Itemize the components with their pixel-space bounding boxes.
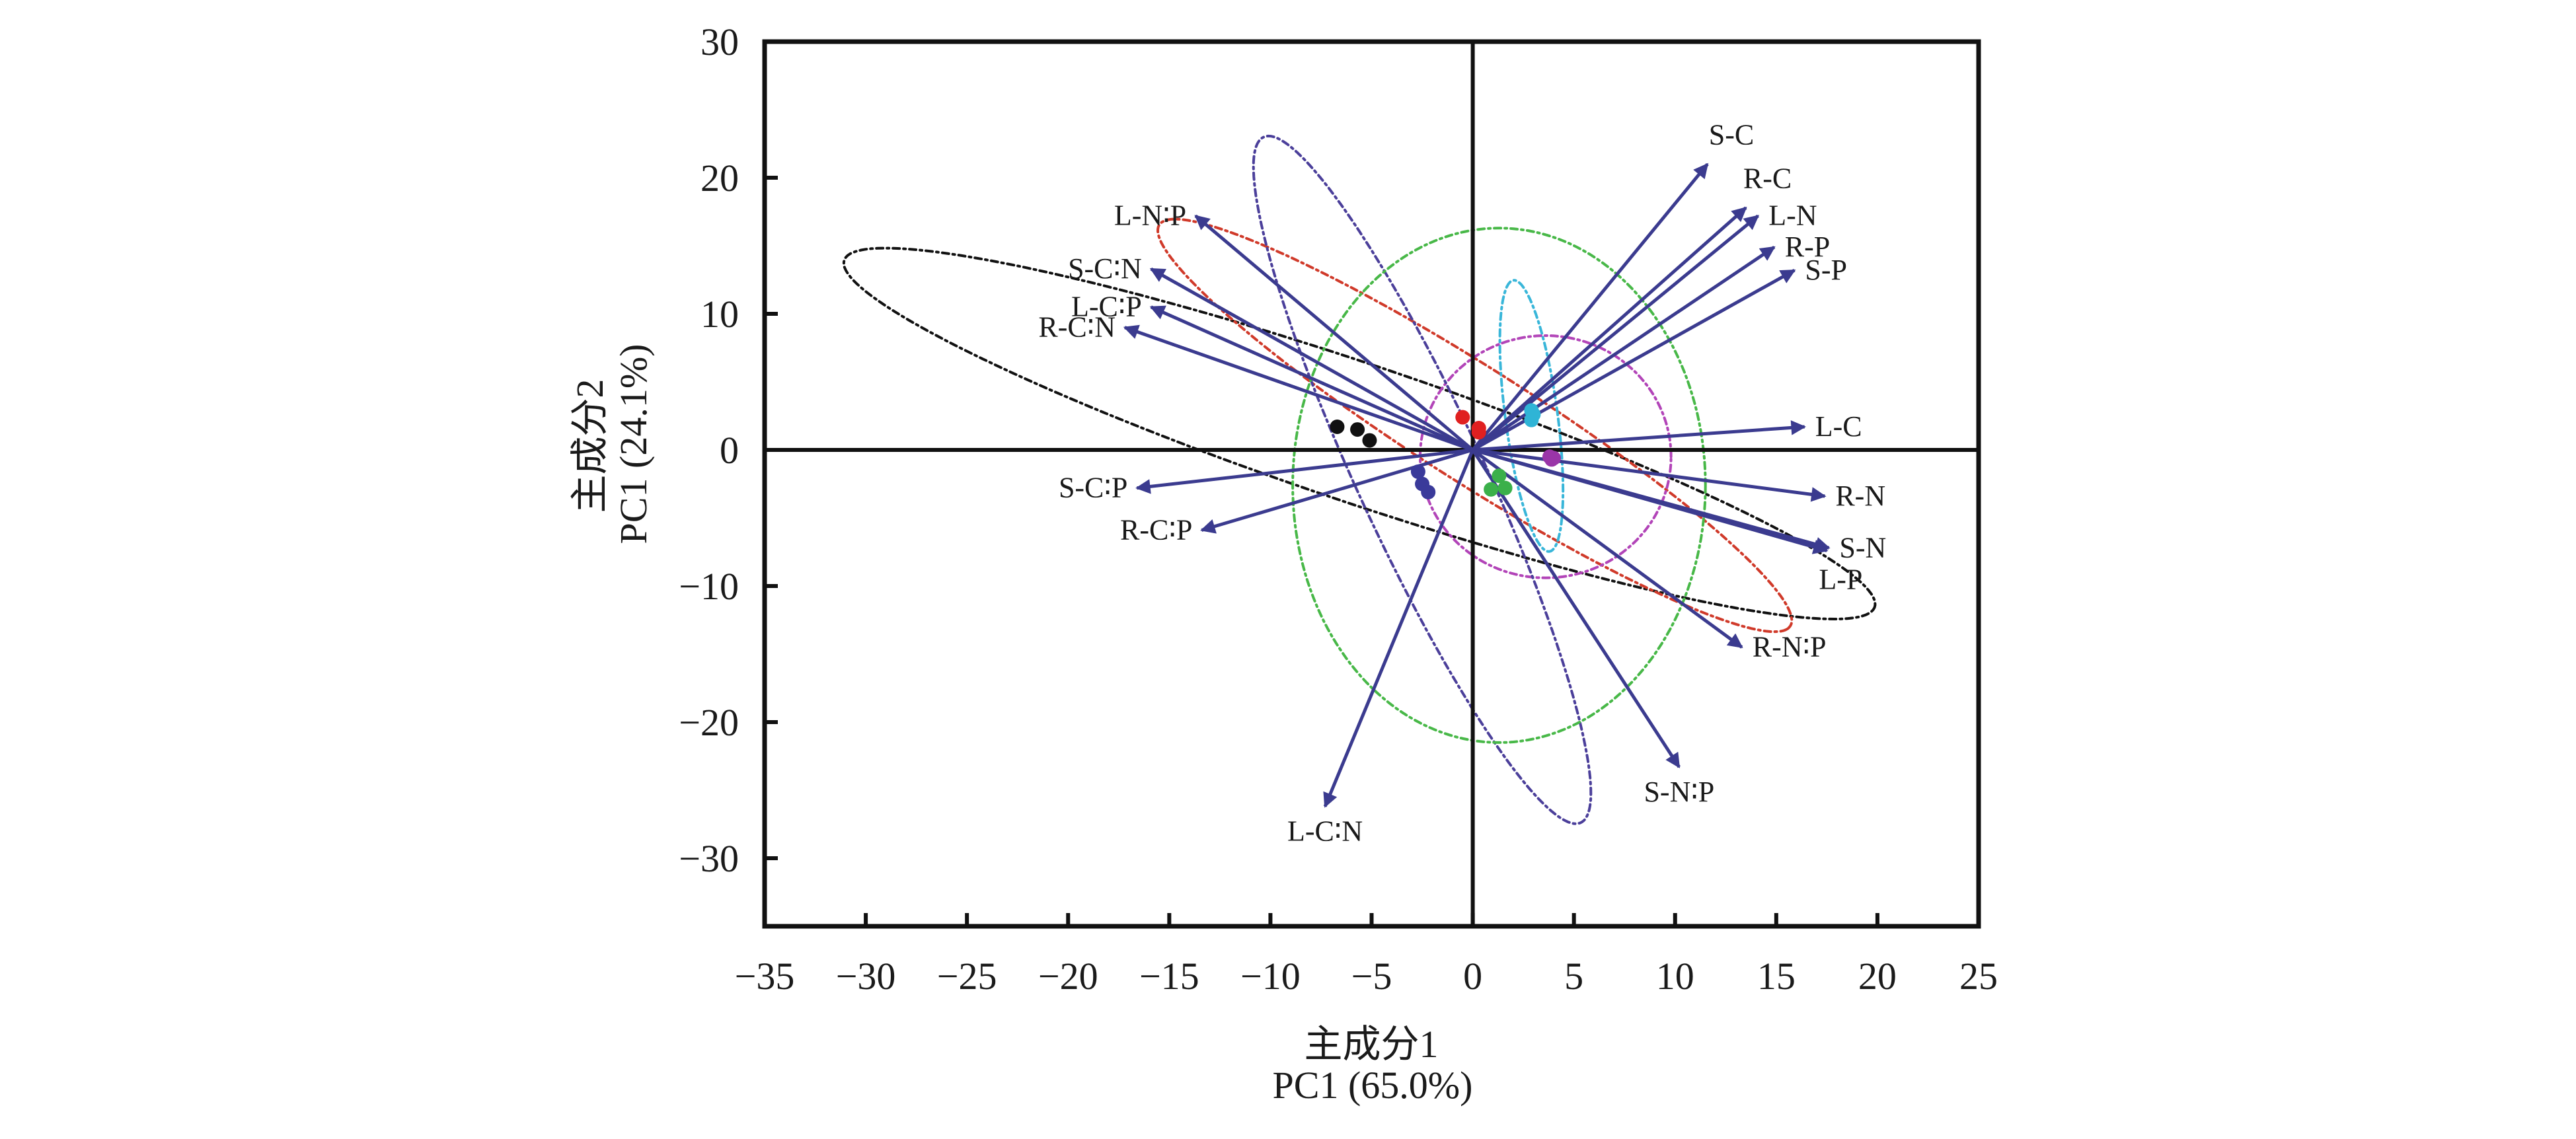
group-green-point (1484, 482, 1499, 497)
x-axis-title-cn: 主成分1 (1304, 1023, 1438, 1066)
loading-label: L-C∶N (1287, 815, 1363, 848)
group-blue-point (1421, 484, 1436, 499)
loading-label: S-P (1805, 254, 1847, 286)
x-tick-label: 20 (1858, 955, 1897, 998)
x-tick-label: 10 (1656, 955, 1694, 998)
loading-label: S-N∶P (1644, 776, 1714, 808)
loading-label: S-C∶P (1059, 472, 1127, 504)
loading-arrow (1200, 448, 1474, 534)
loading-label: L-C∶P (1071, 291, 1142, 323)
x-tick-label: −30 (836, 955, 896, 998)
group-black-point (1350, 422, 1365, 437)
y-tick-label: −30 (679, 837, 739, 880)
loading-arrow (1471, 206, 1747, 451)
loading-label: S-C∶N (1068, 252, 1142, 285)
y-tick-label: 20 (701, 157, 739, 200)
group-black-point (1330, 419, 1345, 434)
group-red-point (1455, 410, 1470, 425)
y-axis-title: PC1 (24.1%) (612, 344, 655, 544)
group-green-point (1497, 480, 1513, 496)
y-tick-label: 0 (720, 429, 739, 472)
loading-arrow (1471, 163, 1709, 451)
loading-arrow (1472, 448, 1829, 554)
loading-arrow (1149, 305, 1474, 452)
loading-label: R-C∶P (1120, 514, 1192, 546)
group-black-ellipse (842, 246, 1877, 621)
group-green-ellipse (1291, 227, 1707, 744)
group-blue-ellipse (1252, 134, 1593, 825)
x-tick-label: −25 (937, 955, 997, 998)
loading-arrow (1472, 448, 1827, 502)
x-tick-label: −20 (1038, 955, 1098, 998)
group-purple-point (1542, 449, 1557, 464)
loading-arrow (1471, 449, 1681, 768)
loading-label: S-N (1839, 531, 1886, 564)
loading-arrow (1149, 267, 1474, 452)
loading-label: L-N∶P (1114, 200, 1186, 232)
x-tick-label: 25 (1959, 955, 1998, 998)
x-tick-label: 0 (1463, 955, 1482, 998)
loading-arrows: S-C R-C L-NR-PS-P L-C R-N S-NL-P R-N∶P S-N∶P L-C… (1038, 118, 1886, 847)
y-tick-label: 30 (701, 20, 739, 63)
loading-arrow (1472, 420, 1806, 452)
loading-label: S-C (1709, 118, 1754, 151)
loading-arrow (1472, 448, 1743, 649)
loading-label: R-C (1743, 162, 1792, 194)
plot-area: S-C R-C L-NR-PS-P L-C R-N S-NL-P R-N∶P S-N∶P L-C… (679, 20, 1998, 998)
y-axis-title-cn: 主成分2 (568, 379, 611, 513)
loading-label: R-P (1785, 231, 1830, 263)
group-cyan-ellipse (1498, 279, 1565, 553)
loading-label: L-C (1815, 410, 1862, 443)
x-axis-ticks: −35 −30 −25 −20 −15 −10 −5 0 5 10 15 20 25 (735, 913, 1998, 998)
x-axis-title: PC1 (65.0%) (1273, 1064, 1473, 1107)
plot-frame (762, 39, 1981, 929)
y-tick-label: −20 (679, 701, 739, 744)
sample-points (1330, 403, 1562, 499)
x-tick-label: −5 (1351, 955, 1392, 998)
x-tick-label: 5 (1564, 955, 1583, 998)
group-black-point (1362, 433, 1377, 448)
loading-arrow (1194, 214, 1474, 451)
group-blue-point (1410, 464, 1425, 479)
y-axis-ticks: −30 −20 −10 0 10 20 30 (679, 20, 778, 880)
loading-arrow (1472, 245, 1776, 452)
group-green-point (1492, 468, 1507, 484)
group-red-ellipse (1156, 217, 1794, 634)
loading-arrow (1472, 268, 1796, 452)
group-cyan-point (1526, 407, 1541, 422)
loading-label: R-N∶P (1753, 631, 1827, 663)
x-tick-label: −35 (735, 955, 795, 998)
loading-arrow (1123, 324, 1474, 452)
loading-arrow (1135, 448, 1473, 494)
x-tick-label: −15 (1139, 955, 1199, 998)
loading-label: L-N (1768, 200, 1817, 232)
x-tick-label: 15 (1757, 955, 1796, 998)
loading-arrow (1471, 214, 1760, 451)
loading-arrow (1323, 449, 1474, 808)
y-tick-label: −10 (679, 565, 739, 608)
group-red-point (1471, 425, 1486, 440)
confidence-ellipses (842, 134, 1877, 825)
loading-label: L-P (1819, 563, 1862, 595)
loading-label: R-C∶N (1038, 311, 1116, 344)
y-tick-label: 10 (701, 293, 739, 336)
loading-label: R-N (1835, 480, 1885, 512)
x-tick-label: −10 (1240, 955, 1301, 998)
